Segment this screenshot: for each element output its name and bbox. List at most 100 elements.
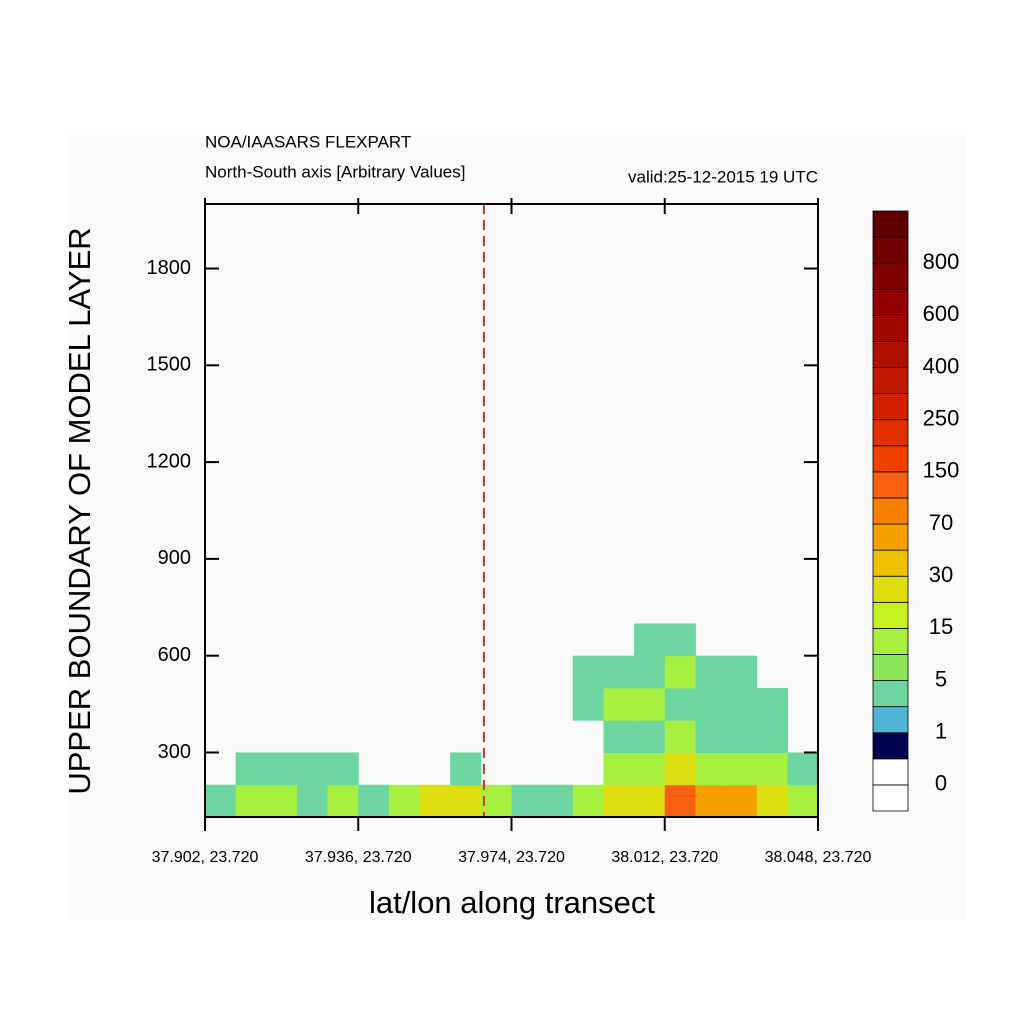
colorbar-box bbox=[872, 236, 909, 264]
contour-cell bbox=[756, 687, 788, 721]
contour-cell bbox=[726, 655, 758, 689]
contour-cell bbox=[266, 784, 298, 818]
contour-cell bbox=[726, 720, 758, 753]
colorbar-label: 70 bbox=[929, 510, 953, 535]
colorbar-box bbox=[872, 627, 909, 655]
colorbar-box bbox=[872, 288, 909, 316]
contour-cell bbox=[664, 687, 696, 721]
y-tick-label: 900 bbox=[158, 547, 191, 569]
contour-cell bbox=[327, 784, 359, 818]
contour-cell bbox=[450, 752, 482, 786]
contour-cell bbox=[664, 784, 696, 818]
contour-cell bbox=[634, 784, 666, 818]
contour-cell bbox=[296, 784, 329, 818]
contour-cell bbox=[726, 752, 758, 786]
contour-cell bbox=[511, 784, 543, 818]
colorbar-label: 150 bbox=[923, 458, 960, 483]
contour-cell bbox=[634, 655, 666, 689]
x-tick-label: 38.048, 23.720 bbox=[765, 849, 872, 866]
contour-cell bbox=[664, 752, 696, 786]
x-axis-label: lat/lon along transect bbox=[369, 885, 655, 920]
x-tick-label: 37.902, 23.720 bbox=[152, 849, 259, 866]
colorbar-box bbox=[872, 549, 909, 577]
contour-cell bbox=[634, 752, 666, 786]
contour-cell bbox=[664, 720, 696, 753]
colorbar-label: 800 bbox=[923, 249, 960, 274]
colorbar-label: 5 bbox=[935, 666, 947, 691]
contour-cell bbox=[480, 784, 512, 818]
contour-cell bbox=[726, 784, 758, 818]
colorbar-box bbox=[872, 471, 909, 499]
contour-cell bbox=[235, 752, 267, 786]
contour-cell bbox=[756, 720, 788, 753]
contour-cell bbox=[695, 720, 727, 753]
colorbar-box bbox=[872, 575, 909, 603]
contour-cell bbox=[603, 752, 635, 786]
contour-cell bbox=[205, 784, 237, 818]
contour-cell bbox=[726, 687, 758, 721]
y-axis-label: UPPER BOUNDARY OF MODEL LAYER bbox=[62, 227, 97, 794]
colorbar-box bbox=[872, 341, 909, 368]
subtitle: North-South axis [Arbitrary Values] bbox=[205, 162, 465, 181]
x-tick-label: 38.012, 23.720 bbox=[611, 849, 718, 866]
colorbar-box bbox=[872, 601, 909, 629]
colorbar-box bbox=[872, 784, 909, 812]
colorbar-label: 30 bbox=[929, 562, 953, 587]
colorbar-box bbox=[872, 680, 909, 708]
x-tick-label: 37.974, 23.720 bbox=[458, 849, 565, 866]
contour-cell bbox=[664, 655, 696, 689]
contour-cell bbox=[235, 784, 267, 818]
y-tick-label: 1800 bbox=[147, 257, 192, 279]
contour-cell bbox=[419, 784, 451, 818]
valid-time: valid:25-12-2015 19 UTC bbox=[628, 167, 818, 186]
y-tick-label: 300 bbox=[158, 741, 191, 763]
colorbar-box bbox=[872, 758, 909, 786]
contour-cell bbox=[603, 655, 635, 689]
contour-cell bbox=[634, 687, 666, 721]
colorbar-label: 0 bbox=[935, 771, 947, 796]
contour-cell bbox=[358, 784, 390, 818]
contour-cell bbox=[572, 655, 604, 689]
colorbar-box bbox=[872, 367, 909, 395]
colorbar-box bbox=[872, 210, 909, 238]
y-tick-label: 1200 bbox=[147, 450, 192, 472]
contour-cell bbox=[695, 752, 727, 786]
colorbar-label: 600 bbox=[923, 301, 960, 326]
contour-cell bbox=[664, 623, 696, 657]
contour-cell bbox=[756, 752, 788, 786]
contour-cell bbox=[695, 655, 727, 689]
contour-cell bbox=[450, 784, 482, 818]
contour-cell bbox=[695, 784, 727, 818]
contour-cell bbox=[572, 687, 604, 721]
colorbar-box bbox=[872, 419, 909, 447]
y-tick-label: 1500 bbox=[147, 354, 192, 376]
contour-cell bbox=[542, 784, 574, 818]
colorbar-label: 1 bbox=[935, 719, 947, 744]
colorbar-label: 15 bbox=[929, 614, 953, 639]
colorbar-box bbox=[872, 314, 909, 342]
contour-cell bbox=[327, 752, 359, 786]
colorbar-box bbox=[872, 706, 909, 734]
contour-cell bbox=[634, 720, 666, 753]
colorbar-box bbox=[872, 497, 909, 525]
colorbar-label: 400 bbox=[923, 353, 960, 378]
x-tick-label: 37.936, 23.720 bbox=[305, 849, 412, 866]
colorbar-box bbox=[872, 445, 909, 473]
contour-cell bbox=[266, 752, 298, 786]
colorbar-label: 250 bbox=[923, 406, 960, 431]
contour-cell bbox=[756, 784, 788, 818]
contour-cell bbox=[388, 784, 421, 818]
contour-cell bbox=[787, 752, 819, 786]
contour-cell bbox=[634, 623, 666, 657]
colorbar-box bbox=[872, 262, 909, 290]
chart-title: NOA/IAASARS FLEXPART bbox=[205, 132, 411, 151]
colorbar-box bbox=[872, 654, 909, 681]
contour-cell bbox=[695, 687, 727, 721]
contour-cell bbox=[603, 687, 635, 721]
contour-cell bbox=[603, 784, 635, 818]
contour-cell bbox=[603, 720, 635, 753]
contour-cell bbox=[572, 784, 604, 818]
colorbar-box bbox=[872, 732, 909, 760]
y-tick-label: 600 bbox=[158, 644, 191, 666]
